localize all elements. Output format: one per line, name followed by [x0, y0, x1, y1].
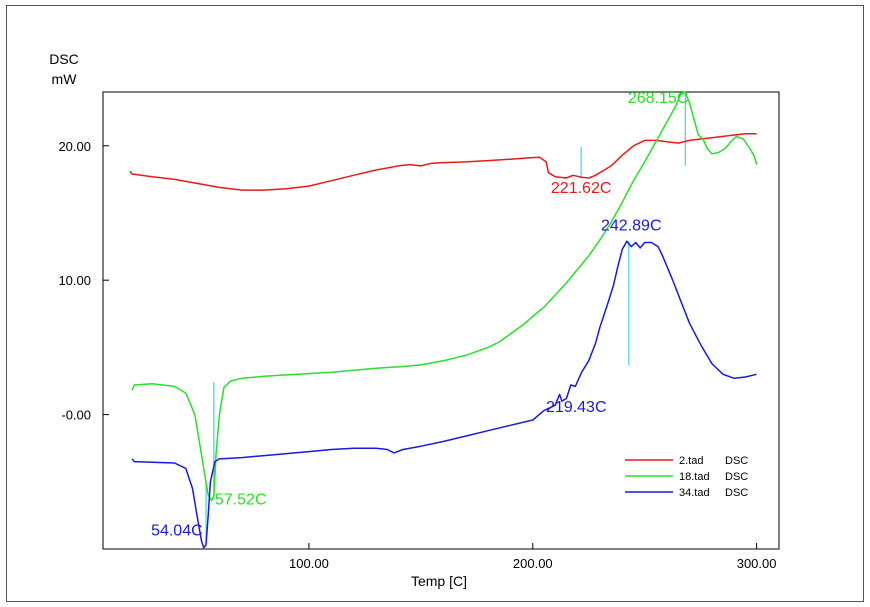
dsc-chart: DSC mW Temp [C] 100.00 200.00 300.00 20.00 1…	[49, 51, 780, 589]
peak-label: 57.52C	[215, 492, 267, 509]
y-tick-label: 10.00	[58, 273, 91, 288]
x-tick-label: 300.00	[737, 556, 777, 571]
series-line-1	[129, 132, 757, 191]
plot-area	[102, 91, 780, 550]
series-line-2	[131, 91, 758, 502]
peak-label: 268.15C	[628, 90, 689, 107]
y-tick-label: 20.00	[58, 139, 91, 154]
y-tick-label: -0.00	[61, 408, 91, 423]
series-line-3	[131, 240, 757, 549]
legend-series-name: 34.tad	[679, 487, 710, 499]
chart-frame: DSC mW Temp [C] 100.00 200.00 300.00 20.00 1…	[6, 5, 864, 602]
legend-series-suffix: DSC	[725, 455, 748, 467]
peak-label: 54.04C	[151, 523, 203, 540]
legend-series-name: 2.tad	[679, 455, 703, 467]
x-axis-label: Temp [C]	[411, 573, 467, 589]
peak-label: 219.43C	[546, 399, 607, 416]
y-axis-label: DSC	[49, 51, 79, 67]
legend-series-name: 18.tad	[679, 471, 710, 483]
peak-label: 242.89C	[601, 217, 662, 234]
legend-series-suffix: DSC	[725, 471, 748, 483]
x-tick-label: 200.00	[513, 556, 553, 571]
legend-series-suffix: DSC	[725, 487, 748, 499]
y-axis-unit: mW	[52, 71, 78, 87]
legend: 2.tad DSC 18.tad DSC 34.tad DSC	[625, 455, 748, 499]
x-tick-label: 100.00	[289, 556, 329, 571]
peak-label: 221.62C	[551, 180, 612, 197]
